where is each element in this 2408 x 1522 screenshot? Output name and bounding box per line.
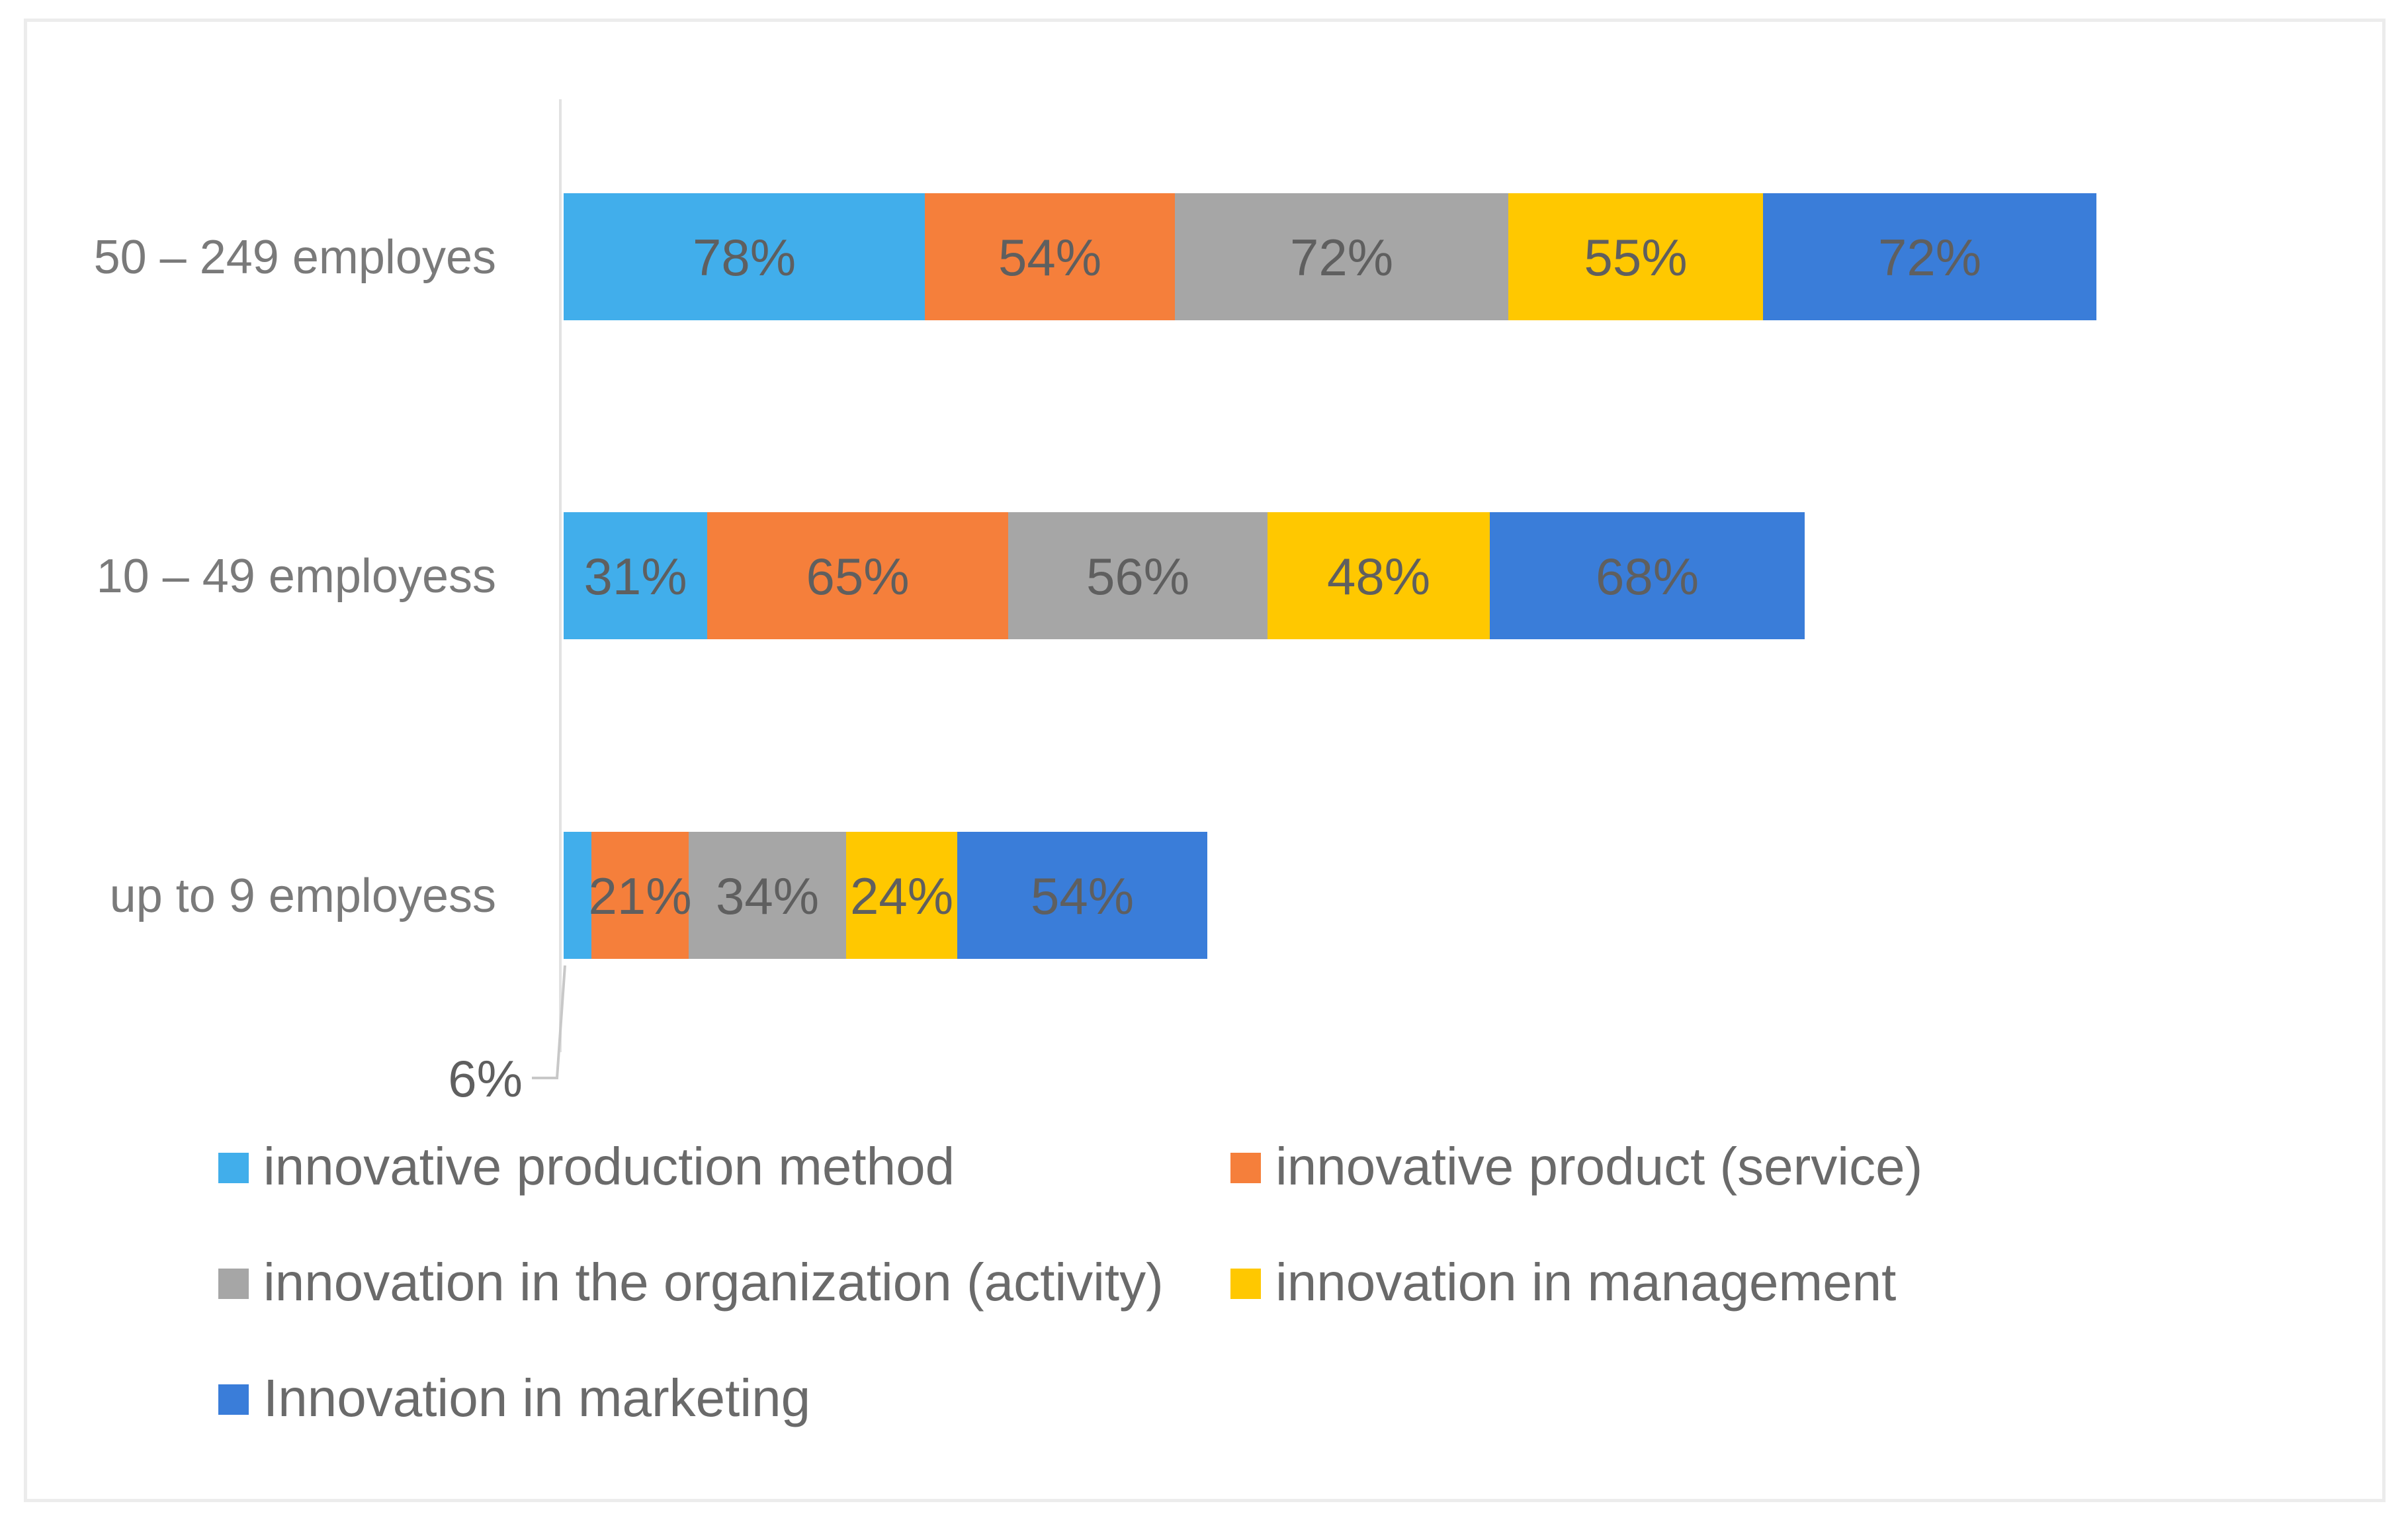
legend-swatch [218, 1269, 249, 1299]
data-label: 34% [716, 867, 819, 925]
category-label: 10 – 49 employess [97, 550, 496, 603]
bar-segment [564, 832, 591, 959]
legend-swatch [218, 1153, 249, 1183]
bar-segment [1490, 512, 1805, 639]
bar-segment [957, 832, 1207, 959]
bar-segment [1508, 193, 1763, 320]
data-label: 54% [1031, 867, 1134, 925]
bars-layer [564, 193, 2096, 959]
data-label: 68% [1596, 547, 1699, 605]
legend-label: innovative production method [263, 1137, 955, 1196]
data-label: 72% [1290, 228, 1393, 287]
data-label: 24% [850, 867, 953, 925]
category-label: 50 – 249 employes [94, 231, 496, 284]
data-label: 72% [1878, 228, 1981, 287]
data-label: 54% [998, 228, 1101, 287]
bar-segment [564, 512, 707, 639]
legend-swatch [1230, 1269, 1261, 1299]
bar-segment [846, 832, 957, 959]
labels-layer: 50 – 249 employes 78% 54% 72% 55% 72% 10 – 49 … [94, 228, 1981, 1108]
bar-segment [1008, 512, 1268, 639]
callout-leader-line [532, 965, 566, 1079]
legend-label: Innovation in marketing [263, 1368, 810, 1427]
bar-segment [707, 512, 1008, 639]
bar-segment [1268, 512, 1490, 639]
bar-segment [1175, 193, 1508, 320]
bar-segment [564, 193, 925, 320]
data-label: 65% [806, 547, 909, 605]
bar-segment [689, 832, 846, 959]
data-label: 48% [1327, 547, 1430, 605]
legend-label: innovative product (service) [1275, 1137, 1922, 1196]
data-label: 31% [583, 547, 687, 605]
bar-segment [925, 193, 1175, 320]
data-label: 78% [693, 228, 796, 287]
legend-label: innovation in management [1275, 1253, 1896, 1312]
legend-label: innovation in the organization (activity… [263, 1253, 1164, 1312]
legend-swatch [1230, 1153, 1261, 1183]
legend-swatch [218, 1384, 249, 1415]
data-label: 55% [1584, 228, 1687, 287]
category-label: up to 9 employess [110, 870, 496, 922]
legend: innovative production method innovative p… [218, 1137, 1922, 1427]
data-label-callout: 6% [448, 1050, 523, 1108]
bar-segment [591, 832, 689, 959]
data-label: 56% [1086, 547, 1189, 605]
bar-segment [1763, 193, 2096, 320]
data-label: 21% [588, 867, 691, 925]
